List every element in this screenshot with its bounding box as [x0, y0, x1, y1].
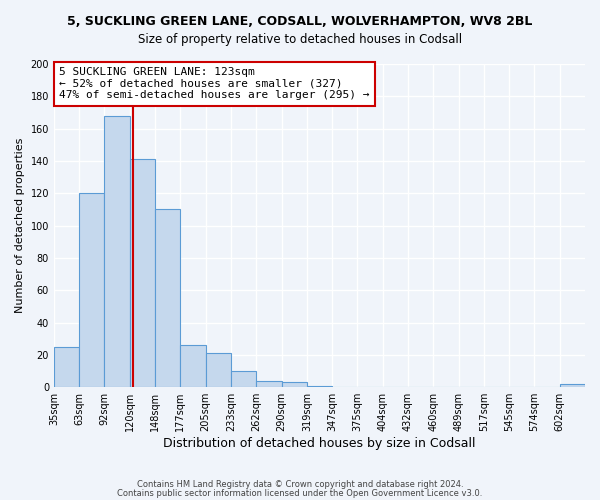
- Bar: [560, 384, 585, 387]
- Bar: [206, 354, 231, 387]
- Bar: [104, 116, 130, 387]
- Bar: [79, 194, 104, 387]
- Bar: [155, 210, 181, 387]
- Text: Size of property relative to detached houses in Codsall: Size of property relative to detached ho…: [138, 32, 462, 46]
- Text: Contains public sector information licensed under the Open Government Licence v3: Contains public sector information licen…: [118, 488, 482, 498]
- Bar: [307, 386, 332, 387]
- X-axis label: Distribution of detached houses by size in Codsall: Distribution of detached houses by size …: [163, 437, 476, 450]
- Bar: [281, 382, 307, 387]
- Text: 5 SUCKLING GREEN LANE: 123sqm
← 52% of detached houses are smaller (327)
47% of : 5 SUCKLING GREEN LANE: 123sqm ← 52% of d…: [59, 67, 370, 100]
- Text: 5, SUCKLING GREEN LANE, CODSALL, WOLVERHAMPTON, WV8 2BL: 5, SUCKLING GREEN LANE, CODSALL, WOLVERH…: [67, 15, 533, 28]
- Y-axis label: Number of detached properties: Number of detached properties: [15, 138, 25, 314]
- Text: Contains HM Land Registry data © Crown copyright and database right 2024.: Contains HM Land Registry data © Crown c…: [137, 480, 463, 489]
- Bar: [54, 347, 79, 387]
- Bar: [181, 345, 206, 387]
- Bar: [231, 371, 256, 387]
- Bar: [256, 380, 281, 387]
- Bar: [130, 160, 155, 387]
